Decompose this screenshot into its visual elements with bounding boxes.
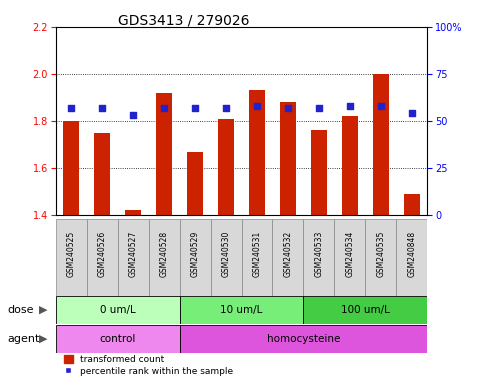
Bar bbox=[149, 219, 180, 296]
Point bbox=[191, 105, 199, 111]
Point bbox=[253, 103, 261, 109]
Point bbox=[346, 103, 354, 109]
Text: 100 um/L: 100 um/L bbox=[341, 305, 390, 315]
Bar bbox=[373, 74, 389, 215]
Text: GSM240525: GSM240525 bbox=[67, 230, 75, 276]
Bar bbox=[56, 296, 180, 324]
Bar bbox=[180, 219, 211, 296]
Point bbox=[284, 105, 292, 111]
Bar bbox=[218, 119, 234, 215]
Point bbox=[67, 105, 75, 111]
Text: ▶: ▶ bbox=[39, 305, 48, 315]
Bar bbox=[211, 219, 242, 296]
Bar bbox=[180, 325, 427, 353]
Text: GSM240535: GSM240535 bbox=[376, 230, 385, 277]
Bar bbox=[187, 152, 203, 215]
Bar bbox=[125, 210, 141, 215]
Text: GSM240534: GSM240534 bbox=[345, 230, 355, 277]
Point bbox=[408, 110, 416, 116]
Text: GSM240530: GSM240530 bbox=[222, 230, 230, 277]
Text: GSM240529: GSM240529 bbox=[190, 230, 199, 276]
Point bbox=[222, 105, 230, 111]
Text: GSM240531: GSM240531 bbox=[253, 230, 261, 276]
Text: GSM240848: GSM240848 bbox=[408, 230, 416, 276]
Text: 10 um/L: 10 um/L bbox=[220, 305, 263, 315]
Bar bbox=[94, 133, 110, 215]
Bar bbox=[303, 296, 427, 324]
Text: dose: dose bbox=[7, 305, 34, 315]
Bar bbox=[180, 296, 303, 324]
Bar bbox=[397, 219, 427, 296]
Text: GSM240528: GSM240528 bbox=[159, 230, 169, 276]
Bar bbox=[242, 219, 272, 296]
Text: GSM240527: GSM240527 bbox=[128, 230, 138, 276]
Bar bbox=[303, 219, 334, 296]
Text: GSM240532: GSM240532 bbox=[284, 230, 293, 276]
Point bbox=[129, 112, 137, 118]
Bar bbox=[156, 93, 172, 215]
Bar bbox=[366, 219, 397, 296]
Bar bbox=[56, 325, 180, 353]
Bar bbox=[272, 219, 303, 296]
Bar bbox=[63, 121, 79, 215]
Point bbox=[377, 103, 385, 109]
Text: GSM240533: GSM240533 bbox=[314, 230, 324, 277]
Text: agent: agent bbox=[7, 334, 40, 344]
Text: 0 um/L: 0 um/L bbox=[99, 305, 135, 315]
Bar bbox=[334, 219, 366, 296]
Point bbox=[98, 105, 106, 111]
Bar bbox=[86, 219, 117, 296]
Bar bbox=[117, 219, 149, 296]
Bar bbox=[249, 90, 265, 215]
Text: ▶: ▶ bbox=[39, 334, 48, 344]
Text: GDS3413 / 279026: GDS3413 / 279026 bbox=[118, 13, 249, 27]
Bar bbox=[56, 219, 86, 296]
Point bbox=[315, 105, 323, 111]
Text: homocysteine: homocysteine bbox=[267, 334, 340, 344]
Bar bbox=[404, 194, 420, 215]
Bar bbox=[280, 102, 296, 215]
Legend: transformed count, percentile rank within the sample: transformed count, percentile rank withi… bbox=[60, 352, 237, 379]
Bar bbox=[342, 116, 358, 215]
Text: control: control bbox=[99, 334, 136, 344]
Point bbox=[160, 105, 168, 111]
Bar bbox=[311, 131, 327, 215]
Text: GSM240526: GSM240526 bbox=[98, 230, 107, 276]
